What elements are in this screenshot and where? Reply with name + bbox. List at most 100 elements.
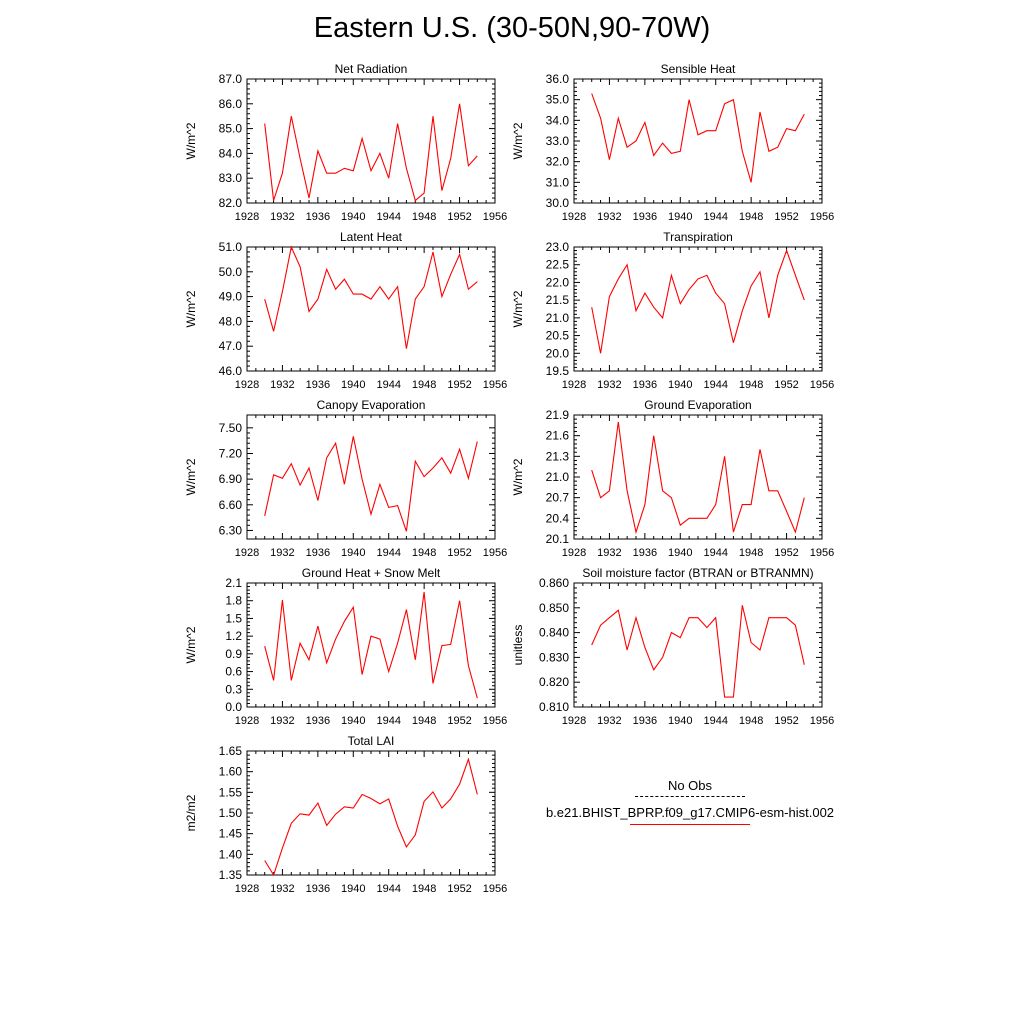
x-tick-label: 1932: [270, 715, 294, 727]
y-axis-label: W/m^2: [184, 458, 198, 495]
y-tick-label: 1.2: [225, 629, 242, 643]
series-line: [264, 591, 478, 699]
y-tick-label: 20.0: [546, 346, 570, 360]
x-tick-label: 1936: [306, 547, 330, 559]
x-tick-label: 1956: [483, 883, 507, 895]
plot-frame: [246, 582, 496, 708]
legend: No Obs b.e21.BHIST_BPRP.f09_g17.CMIP6-es…: [530, 778, 850, 825]
panel-title: Transpiration: [663, 230, 733, 244]
y-tick-label: 7.20: [219, 446, 243, 460]
legend-obs-line: [635, 796, 745, 797]
x-tick-label: 1948: [739, 715, 763, 727]
y-axis-label: W/m^2: [184, 626, 198, 663]
series-line: [591, 421, 805, 535]
x-tick-label: 1952: [774, 211, 798, 223]
x-tick-label: 1928: [235, 883, 259, 895]
y-tick-label: 85.0: [219, 122, 243, 136]
x-tick-label: 1944: [703, 211, 727, 223]
x-tick-label: 1940: [341, 547, 365, 559]
y-tick-label: 0.820: [539, 675, 569, 689]
panel-title: Soil moisture factor (BTRAN or BTRANMN): [582, 566, 813, 580]
y-tick-label: 49.0: [219, 290, 243, 304]
y-tick-label: 48.0: [219, 314, 243, 328]
y-axis-label: W/m^2: [511, 122, 525, 159]
plot-frame: [573, 582, 823, 708]
y-tick-label: 6.90: [219, 472, 243, 486]
y-axis-label: W/m^2: [184, 122, 198, 159]
y-tick-label: 35.0: [546, 93, 570, 107]
y-tick-label: 0.9: [225, 647, 242, 661]
y-tick-label: 2.1: [225, 576, 242, 590]
plot-frame: [246, 246, 496, 372]
y-axis-label: m2/m2: [184, 794, 198, 831]
y-tick-label: 21.6: [546, 429, 570, 443]
x-tick-label: 1928: [235, 547, 259, 559]
plot-frame: [573, 246, 823, 372]
x-tick-label: 1940: [668, 379, 692, 391]
y-tick-label: 1.45: [219, 827, 243, 841]
x-tick-label: 1952: [447, 211, 471, 223]
x-tick-label: 1952: [774, 547, 798, 559]
panel-title: Net Radiation: [335, 62, 408, 76]
y-tick-label: 1.50: [219, 806, 243, 820]
y-tick-label: 84.0: [219, 146, 243, 160]
x-tick-label: 1940: [341, 379, 365, 391]
panel-3: Latent Heat W/m^2 1928 1932 1936 1940 1944 1948…: [184, 230, 507, 391]
y-tick-label: 32.0: [546, 155, 570, 169]
x-tick-label: 1936: [633, 715, 657, 727]
y-axis-label: W/m^2: [184, 290, 198, 327]
series-line: [591, 248, 805, 354]
x-tick-label: 1944: [376, 211, 400, 223]
y-tick-label: 0.850: [539, 601, 569, 615]
x-tick-label: 1940: [668, 715, 692, 727]
y-tick-label: 1.55: [219, 785, 243, 799]
x-tick-label: 1948: [412, 211, 436, 223]
y-tick-label: 50.0: [219, 265, 243, 279]
y-tick-label: 21.3: [546, 449, 570, 463]
x-tick-label: 1944: [376, 715, 400, 727]
y-tick-label: 1.5: [225, 611, 242, 625]
x-tick-label: 1952: [447, 379, 471, 391]
plot-frame: [246, 750, 496, 876]
x-tick-label: 1932: [270, 379, 294, 391]
x-tick-label: 1936: [306, 715, 330, 727]
series-line: [591, 605, 805, 698]
y-tick-label: 0.860: [539, 576, 569, 590]
x-tick-label: 1948: [739, 379, 763, 391]
x-tick-label: 1932: [597, 715, 621, 727]
plot-frame: [246, 78, 496, 204]
y-tick-label: 7.50: [219, 421, 243, 435]
x-tick-label: 1932: [597, 379, 621, 391]
x-tick-label: 1928: [562, 211, 586, 223]
x-tick-label: 1932: [270, 883, 294, 895]
panel-7: Ground Heat + Snow Melt W/m^2 1928 1932 1936…: [184, 566, 507, 727]
panel-4: Transpiration W/m^2 1928 1932 1936 1940 1944 19…: [511, 230, 834, 391]
y-tick-label: 23.0: [546, 240, 570, 254]
x-tick-label: 1948: [739, 211, 763, 223]
panel-title: Latent Heat: [340, 230, 403, 244]
legend-model-label: b.e21.BHIST_BPRP.f09_g17.CMIP6-esm-hist.…: [545, 805, 835, 820]
y-tick-label: 82.0: [219, 196, 243, 210]
series-line: [264, 103, 478, 202]
x-tick-label: 1936: [306, 379, 330, 391]
x-tick-label: 1928: [562, 379, 586, 391]
x-tick-label: 1956: [483, 379, 507, 391]
x-tick-label: 1956: [483, 211, 507, 223]
y-tick-label: 22.0: [546, 275, 570, 289]
plot-frame: [573, 78, 823, 204]
series-line: [264, 436, 478, 532]
x-tick-label: 1952: [447, 547, 471, 559]
y-tick-label: 1.60: [219, 765, 243, 779]
y-tick-label: 36.0: [546, 72, 570, 86]
panel-title: Total LAI: [348, 734, 395, 748]
y-tick-label: 0.6: [225, 665, 242, 679]
y-tick-label: 87.0: [219, 72, 243, 86]
x-tick-label: 1928: [235, 379, 259, 391]
y-tick-label: 21.9: [546, 408, 570, 422]
x-tick-label: 1956: [483, 715, 507, 727]
x-tick-label: 1932: [597, 211, 621, 223]
x-tick-label: 1936: [633, 211, 657, 223]
y-tick-label: 21.0: [546, 470, 570, 484]
x-tick-label: 1952: [447, 883, 471, 895]
y-tick-label: 0.840: [539, 626, 569, 640]
